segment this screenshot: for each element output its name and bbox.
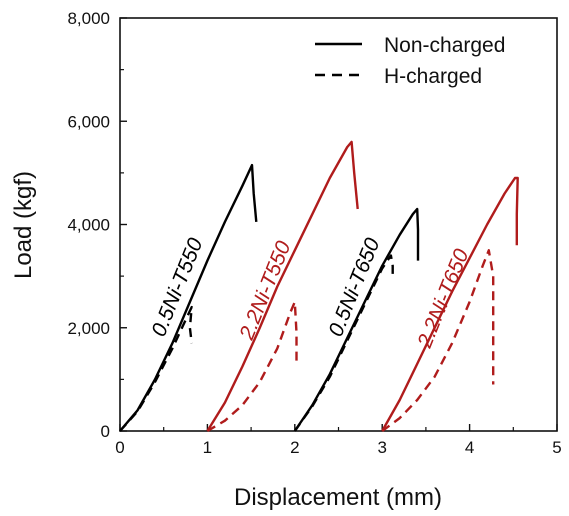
ticks: 0 1 2 3 4 5 0 2,000 4,000 6,000 8,000 xyxy=(67,9,561,457)
series-0-h-charged-line xyxy=(119,305,193,432)
series-3-h-charged-line xyxy=(381,249,495,432)
y-tick-label-2: 4,000 xyxy=(67,216,110,235)
series-layer xyxy=(119,140,519,433)
legend-label-h-charged: H-charged xyxy=(384,65,482,88)
series-label-1: 2.2Ni-T550 xyxy=(235,238,296,344)
y-axis-title: Load (kgf) xyxy=(10,171,37,279)
x-axis-title: Displacement (mm) xyxy=(234,484,442,511)
x-tick-label-0: 0 xyxy=(115,438,124,457)
series-3-non-charged-line xyxy=(381,176,519,432)
y-tick-label-3: 6,000 xyxy=(67,112,110,131)
x-tick-label-1: 1 xyxy=(203,438,212,457)
x-tick-label-4: 4 xyxy=(465,438,474,457)
series-2-non-charged-line xyxy=(293,207,420,432)
series-0-non-charged-line xyxy=(119,163,258,432)
series-label-3: 2.2Ni-T650 xyxy=(413,246,474,352)
x-tick-label-3: 3 xyxy=(377,438,386,457)
y-tick-label-4: 8,000 xyxy=(67,9,110,28)
y-tick-label-0: 0 xyxy=(101,422,110,441)
x-tick-label-5: 5 xyxy=(552,438,561,457)
y-tick-label-1: 2,000 xyxy=(67,319,110,338)
x-tick-label-2: 2 xyxy=(290,438,299,457)
legend: Non-charged H-charged xyxy=(315,34,505,88)
plot-frame xyxy=(119,17,558,432)
legend-label-non-charged: Non-charged xyxy=(384,34,505,57)
series-1-h-charged-line xyxy=(206,300,298,433)
series-1-non-charged-line xyxy=(206,140,359,432)
series-label-0: 0.5Ni-T550 xyxy=(147,235,207,340)
